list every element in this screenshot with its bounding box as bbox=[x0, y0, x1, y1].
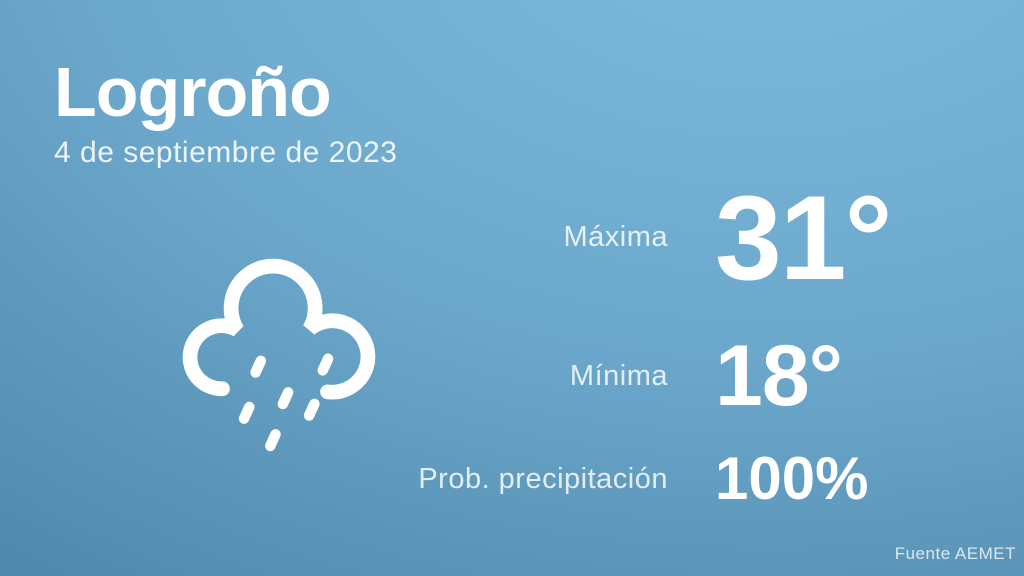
source-attribution: Fuente AEMET bbox=[894, 544, 1016, 563]
metric-row-maxima: Máxima 31° bbox=[388, 170, 892, 305]
rain-cloud-icon bbox=[182, 258, 376, 452]
minima-value: 18° bbox=[715, 328, 843, 424]
precipitation-value: 100% bbox=[715, 445, 869, 512]
city-title: Logroño bbox=[54, 53, 332, 131]
maxima-label: Máxima bbox=[563, 221, 668, 253]
header: Logroño 4 de septiembre de 2023 bbox=[54, 56, 397, 170]
maxima-value: 31° bbox=[715, 170, 892, 305]
precipitation-label: Prob. precipitación bbox=[418, 462, 668, 495]
metric-row-minima: Mínima 18° bbox=[388, 328, 843, 424]
date-subtitle: 4 de septiembre de 2023 bbox=[54, 135, 398, 169]
metric-row-precipitation: Prob. precipitación 100% bbox=[388, 448, 868, 510]
cloud-outline bbox=[182, 258, 376, 400]
minima-label: Mínima bbox=[569, 359, 668, 392]
raindrops bbox=[238, 353, 334, 452]
